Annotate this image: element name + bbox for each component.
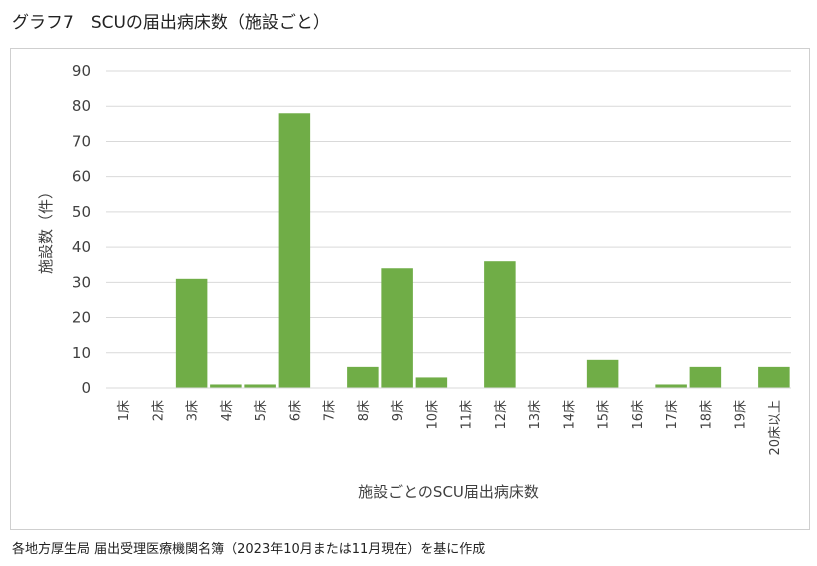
y-tick-label: 20 — [72, 309, 91, 327]
x-tick-label: 18床 — [699, 400, 714, 430]
bar — [415, 377, 448, 388]
bar — [655, 384, 687, 388]
x-tick-label: 17床 — [665, 400, 680, 430]
y-tick-label: 70 — [72, 132, 91, 150]
bar — [758, 366, 790, 388]
bar — [381, 268, 413, 388]
y-tick-label: 60 — [72, 168, 91, 186]
x-tick-label: 12床 — [494, 400, 509, 430]
x-tick-label: 14床 — [562, 400, 577, 430]
y-tick-label: 40 — [72, 238, 91, 256]
x-axis-title: 施設ごとのSCU届出病床数 — [358, 483, 539, 501]
bar — [175, 278, 208, 388]
y-tick-label: 80 — [72, 97, 91, 115]
x-tick-label: 10床 — [425, 400, 440, 430]
chart-panel: 0 10 20 30 40 50 60 70 80 90 1床 2床 3床 4床 5床 6床 7床 8床 9床 10床… — [10, 48, 810, 530]
x-tick-label: 16床 — [631, 400, 646, 430]
bar-chart: 0 10 20 30 40 50 60 70 80 90 1床 2床 3床 4床 5床 6床 7床 8床 9床 10床… — [37, 62, 791, 501]
x-tick-label: 13床 — [528, 400, 543, 430]
bar — [278, 113, 311, 389]
x-tick-label: 7床 — [323, 400, 338, 421]
x-tick-label: 1床 — [117, 400, 132, 421]
x-tick-label: 2床 — [151, 400, 166, 421]
x-tick-label: 9床 — [391, 400, 406, 421]
y-axis-title: 施設数（件） — [37, 184, 55, 274]
y-tick-label: 30 — [72, 273, 91, 291]
y-tick-label: 10 — [72, 344, 91, 362]
y-tick-label: 90 — [72, 62, 91, 80]
bar — [210, 384, 242, 388]
bar — [244, 384, 276, 388]
bar — [347, 366, 379, 388]
x-tick-label: 6床 — [288, 400, 303, 421]
x-tick-label: 4床 — [220, 400, 235, 421]
bar — [586, 359, 619, 388]
x-tick-label: 15床 — [597, 400, 612, 430]
x-tick-label: 11床 — [460, 400, 475, 430]
x-tick-label: 8床 — [357, 400, 372, 421]
y-tick-label: 50 — [72, 203, 91, 221]
bar — [484, 261, 516, 388]
bar — [689, 366, 722, 388]
x-tick-label: 3床 — [186, 400, 201, 421]
source-note: 各地方厚生局 届出受理医療機関名簿（2023年10月または11月現在）を基に作成 — [12, 542, 486, 557]
page-title: グラフ7 SCUの届出病床数（施設ごと） — [12, 13, 330, 33]
x-tick-label: 19床 — [734, 400, 749, 430]
y-tick-label: 0 — [81, 379, 91, 397]
x-tick-label: 5床 — [254, 400, 269, 421]
x-tick-label: 20床以上 — [768, 400, 783, 456]
